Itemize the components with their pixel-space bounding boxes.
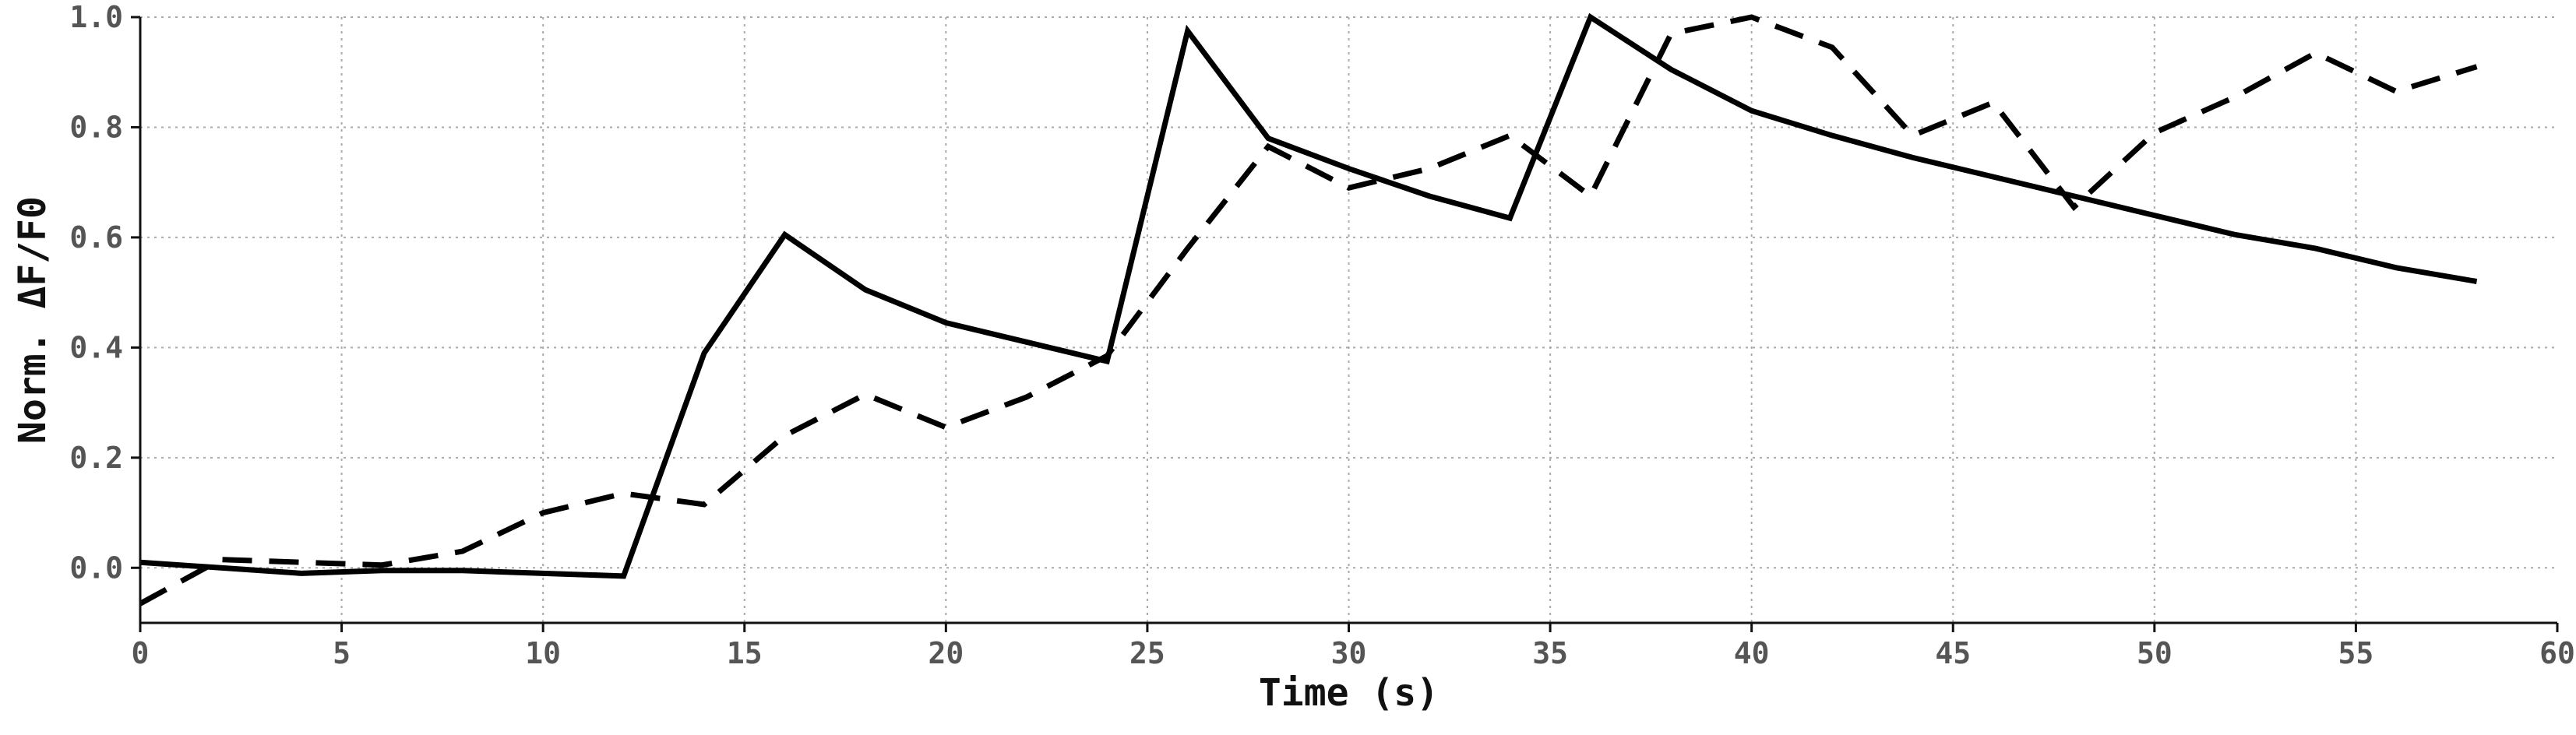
series-line-2-dashed: [139, 14, 2478, 607]
x-tick-label: 50: [2137, 636, 2173, 670]
x-tick-label: 45: [1935, 636, 1971, 670]
x-tick-label: 5: [333, 636, 351, 670]
y-tick-label: 0.6: [69, 220, 123, 255]
x-tick-label: 40: [1734, 636, 1770, 670]
y-tick-label: 0.4: [69, 330, 123, 364]
y-tick-label: 0.2: [69, 441, 123, 475]
series-group: [139, 12, 2478, 607]
x-tick-label: 60: [2539, 636, 2575, 670]
x-tick-label: 30: [1331, 636, 1367, 670]
y-tick-label: 0.8: [69, 110, 123, 144]
axes: 0 5 10 15 20 25 30 35 40 45 50 55 60 0.0 0.2 0.4 0.6 0.8 1…: [69, 0, 2575, 670]
x-tick-label: 25: [1129, 636, 1165, 670]
x-tick-label: 10: [525, 636, 561, 670]
x-tick-label: 15: [727, 636, 763, 670]
x-axis-title: Time (s): [1259, 671, 1439, 715]
x-tick-label: 55: [2338, 636, 2374, 670]
y-tick-label: 1.0: [69, 0, 123, 34]
x-tick-label: 20: [928, 636, 964, 670]
series-line-1-solid: [139, 12, 2478, 579]
x-tick-label: 0: [132, 636, 150, 670]
x-tick-label: 35: [1532, 636, 1568, 670]
y-axis-title: Norm. ΔF/F0: [11, 196, 55, 444]
y-tick-label: 0.0: [69, 550, 123, 585]
